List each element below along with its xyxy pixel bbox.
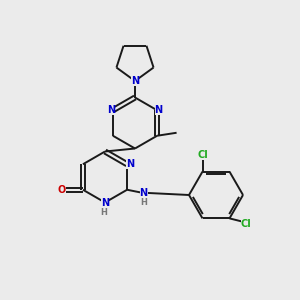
Text: H: H	[100, 208, 107, 217]
Text: N: N	[131, 76, 139, 86]
Text: Cl: Cl	[197, 150, 208, 160]
Text: Cl: Cl	[241, 219, 251, 230]
Text: N: N	[154, 105, 163, 115]
Text: O: O	[57, 185, 65, 195]
Text: N: N	[126, 159, 134, 169]
Text: H: H	[140, 198, 147, 207]
Text: N: N	[140, 188, 148, 198]
Text: N: N	[107, 105, 116, 115]
Text: N: N	[101, 197, 109, 208]
